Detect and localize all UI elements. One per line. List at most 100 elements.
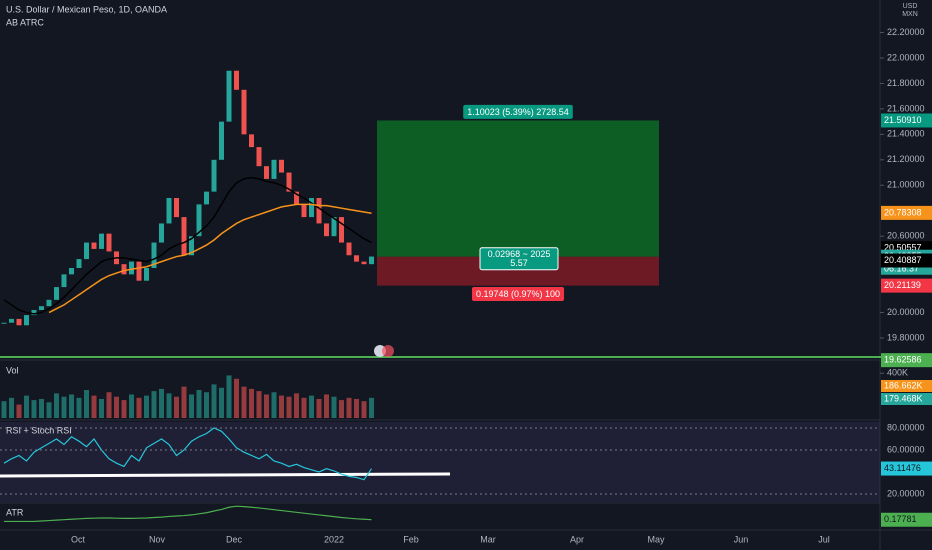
- candle: [264, 166, 269, 179]
- rsi-last-badge: [881, 461, 932, 476]
- stop-label-bg: [471, 287, 565, 302]
- volume-bar: [84, 390, 89, 418]
- atr-last-label: 0.17781: [884, 514, 917, 524]
- y-tick-label: 20.60000: [887, 231, 925, 241]
- volume-bar: [294, 393, 299, 418]
- volume-bar: [54, 393, 59, 418]
- volume-bar: [114, 396, 119, 418]
- candle: [189, 236, 194, 256]
- volume-bar: [46, 402, 52, 418]
- price-badge: [881, 278, 932, 293]
- volume-bar: [301, 397, 307, 418]
- volume-bar: [106, 392, 112, 418]
- y-tick-label: 60.00000: [887, 444, 925, 454]
- volume-bar: [69, 394, 74, 418]
- y-tick-label: 20.00000: [887, 307, 925, 317]
- volume-bar: [249, 388, 254, 418]
- entry-label-bg: [479, 247, 559, 271]
- volume-bar: [16, 404, 22, 418]
- candle: [361, 261, 367, 265]
- rsi-background: [0, 422, 880, 502]
- target-label-bg: [463, 104, 573, 119]
- y-tick-label: 21.80000: [887, 78, 925, 88]
- candle: [226, 70, 232, 122]
- entry-sub-label: 5.57: [510, 258, 528, 268]
- volume-bar: [121, 400, 127, 418]
- volume-bar: [166, 393, 172, 418]
- candle: [294, 191, 299, 205]
- candle: [339, 217, 344, 243]
- candle: [181, 217, 187, 256]
- candle: [219, 121, 224, 160]
- entry-label: 0.02968 ~ 2025: [488, 249, 551, 259]
- y-tick-label: 20.00000: [887, 488, 925, 498]
- volume-bar: [144, 395, 149, 418]
- price-badge-label: 20.21139: [884, 280, 921, 290]
- candle: [211, 159, 217, 192]
- candle: [99, 233, 104, 249]
- target-label: 1.10023 (5.39%) 2728.54: [467, 107, 569, 117]
- currency: USD: [903, 3, 918, 10]
- volume-ma-label: 186.662K: [884, 380, 923, 390]
- y-tick-label: 21.00000: [887, 180, 925, 190]
- candle: [159, 223, 164, 243]
- volume-bar: [264, 394, 269, 418]
- volume-bar: [241, 386, 247, 418]
- volume-bar: [151, 391, 157, 418]
- atr-line: [4, 505, 372, 523]
- volume-bar: [9, 397, 14, 418]
- y-tick-label: 22.00000: [887, 52, 925, 62]
- y-tick-label: 21.60000: [887, 103, 925, 113]
- volume-bar: [136, 397, 142, 418]
- candle: [234, 70, 239, 90]
- volume-bar: [129, 394, 134, 418]
- moving-average: [48, 203, 372, 314]
- volume-bar: [196, 390, 202, 418]
- atr-last-badge: [881, 512, 932, 527]
- candle: [46, 299, 52, 307]
- pane-title: ATR: [6, 507, 24, 517]
- candle: [271, 159, 277, 179]
- candle: [1, 322, 7, 324]
- symbol-title: U.S. Dollar / Mexican Peso, 1D, OANDA: [6, 4, 167, 14]
- candle: [54, 287, 59, 300]
- candle: [144, 267, 149, 281]
- candle: [196, 204, 202, 237]
- currency: MXN: [902, 11, 918, 18]
- y-tick-label: 22.20000: [887, 27, 925, 37]
- volume-bar: [211, 384, 217, 418]
- candle: [346, 242, 352, 256]
- pane-title: Vol: [6, 365, 19, 375]
- x-tick-label: Dec: [226, 534, 243, 544]
- candle: [9, 318, 14, 323]
- volume-bar: [361, 401, 367, 418]
- volume-bar: [331, 396, 337, 418]
- rsi-last-label: 43.11476: [884, 463, 921, 473]
- price-badge: [881, 113, 932, 128]
- volume-bar: [286, 396, 292, 418]
- event-icon: [382, 345, 394, 357]
- volume-bar: [39, 398, 44, 418]
- volume-bar: [271, 392, 277, 418]
- candle: [24, 315, 29, 326]
- candle: [301, 204, 307, 218]
- x-tick-label: Feb: [403, 534, 419, 544]
- x-tick-label: Oct: [71, 534, 86, 544]
- x-tick-label: 2022: [324, 534, 344, 544]
- candle: [256, 147, 262, 167]
- volume-bar: [256, 391, 262, 418]
- volume-last-badge: [881, 393, 932, 405]
- price-badge-label: 20.78308: [884, 207, 922, 217]
- price-badge-label: 20.50557: [884, 243, 922, 253]
- volume-bar: [339, 400, 344, 418]
- volume-bar: [189, 394, 194, 418]
- volume-bar: [76, 397, 82, 418]
- pane-title: RSI + Stoch RSI: [6, 425, 72, 435]
- candle: [166, 197, 172, 224]
- countdown: 06:16:37: [884, 264, 919, 274]
- volume-bar: [309, 395, 314, 418]
- candle: [61, 274, 67, 288]
- x-tick-label: Jul: [818, 534, 830, 544]
- moving-average: [3, 176, 372, 315]
- volume-bar: [24, 395, 29, 418]
